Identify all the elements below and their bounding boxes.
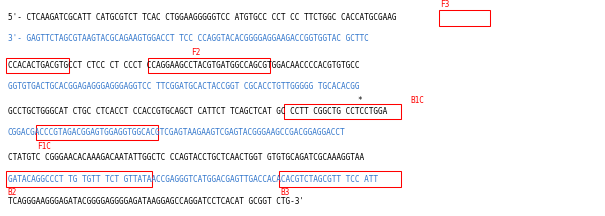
Text: F3: F3: [440, 0, 450, 9]
Text: B1C: B1C: [411, 95, 425, 105]
Text: F1C: F1C: [38, 142, 51, 151]
Text: GGTGTGACTGCACGGAGAGGGAGGGAGGTCC TTCGGATGCACTACCGGT CGCACCTGTTGGGGG TGCACACGG: GGTGTGACTGCACGGAGAGGGAGGGAGGTCC TTCGGATG…: [8, 82, 359, 91]
Text: F2: F2: [192, 48, 201, 57]
Bar: [6, 58, 69, 73]
Bar: [148, 58, 270, 73]
Bar: [439, 10, 490, 25]
Text: CGGACGACCCGTAGACGGAGTGGAGGTGGCACGTCGAGTAAGAAGTCGAGTACGGGAAGCCGACGGAGGACCT: CGGACGACCCGTAGACGGAGTGGAGGTGGCACGTCGAGTA…: [8, 128, 345, 137]
Text: *: *: [358, 95, 362, 105]
Bar: [6, 172, 152, 187]
Bar: [284, 104, 401, 119]
Text: TCAGGGAAGGGAGATACGGGGAGGGGAGATAAGGAGCCAGGATCCTCACAT GCGGT CTG-3': TCAGGGAAGGGAGATACGGGGAGGGGAGATAAGGAGCCAG…: [8, 197, 304, 206]
Text: B2: B2: [8, 188, 17, 197]
Bar: [278, 172, 401, 187]
Text: CCACACTGACGTGCCT CTCC CT CCCT CCAGGAAGCCTACGTGATGGCCAGCGTGGACAACCCCACGTGTGCC: CCACACTGACGTGCCT CTCC CT CCCT CCAGGAAGCC…: [8, 61, 359, 70]
Bar: [36, 125, 158, 140]
Text: GATACAGGCCCT TG TGTT TCT GTTATAACCGAGGGTCATGGACGAGTTGACCACACACGTCTAGCGTT TCC ATT: GATACAGGCCCT TG TGTT TCT GTTATAACCGAGGGT…: [8, 175, 378, 184]
Text: 3'- GAGTTCTAGCGTAAGTACGCAGAAGTGGACCT TCC CCAGGTACACGGGGAGGAAGACCGGTGGTAC GCTTC: 3'- GAGTTCTAGCGTAAGTACGCAGAAGTGGACCT TCC…: [8, 35, 368, 43]
Text: GCCTGCTGGGCAT CTGC CTCACCT CCACCGTGCAGCT CATTCT TCAGCTCAT GC CCTT CGGCTG CCTCCTG: GCCTGCTGGGCAT CTGC CTCACCT CCACCGTGCAGCT…: [8, 107, 387, 116]
Text: CTATGTC CGGGAACACAAAGACAATATTGGCTC CCAGTACCTGCTCAACTGGT GTGTGCAGATCGCAAAGGTAA: CTATGTC CGGGAACACAAAGACAATATTGGCTC CCAGT…: [8, 154, 364, 162]
Text: B3: B3: [281, 188, 290, 197]
Text: 5'- CTCAAGATCGCATT CATGCGTCT TCAC CTGGAAGGGGGTCC ATGTGCC CCT CC TTCTGGC CACCATGC: 5'- CTCAAGATCGCATT CATGCGTCT TCAC CTGGAA…: [8, 13, 396, 22]
